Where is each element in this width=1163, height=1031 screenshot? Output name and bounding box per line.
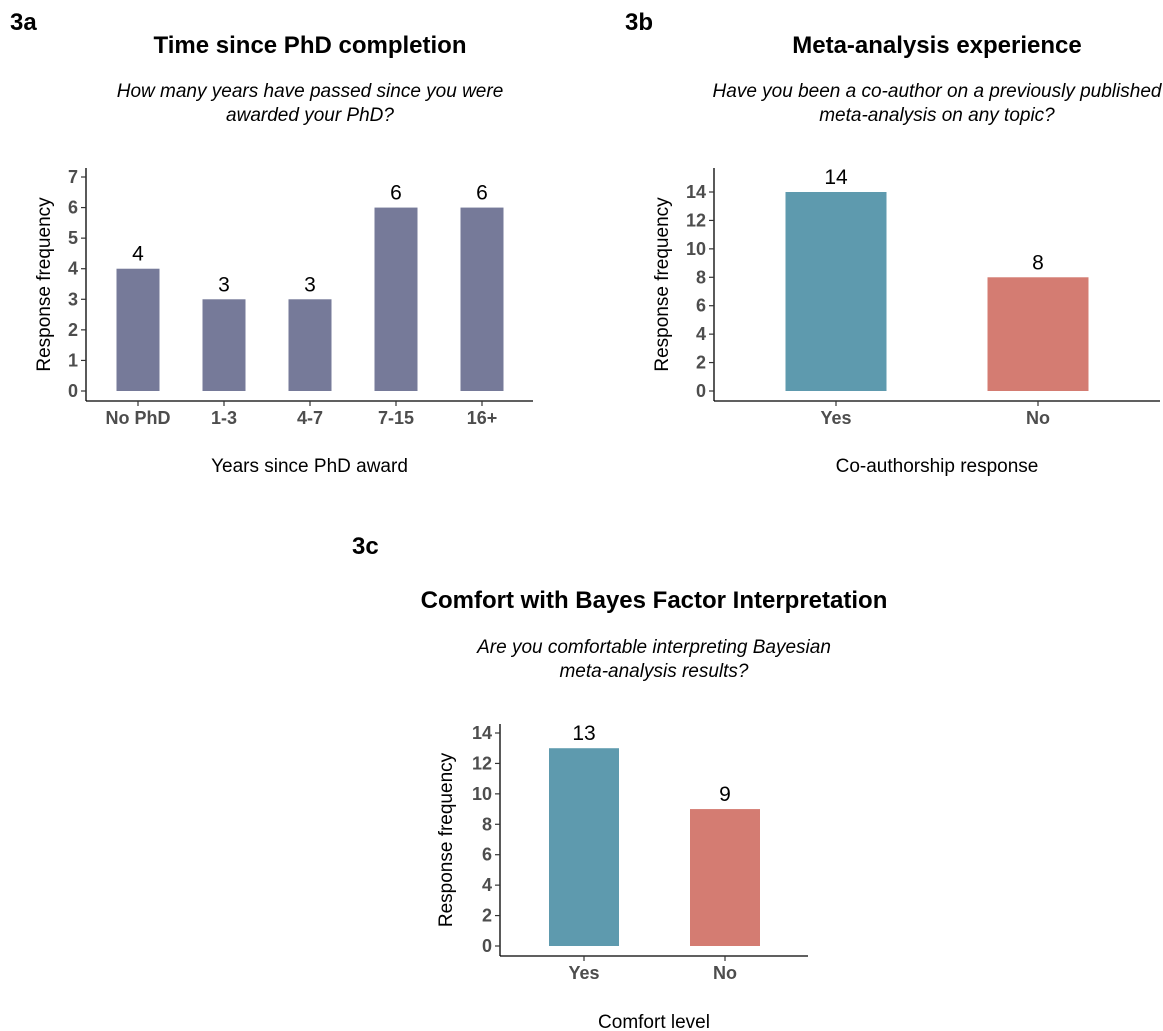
chart-subtitle-line: How many years have passed since you wer… xyxy=(117,81,504,102)
data-label: 13 xyxy=(572,722,595,745)
bar xyxy=(460,207,504,391)
y-tick-label: 6 xyxy=(482,845,492,865)
panel-tag: 3b xyxy=(625,9,653,36)
x-tick-label: 16+ xyxy=(467,408,498,428)
y-axis-label: Response frequency xyxy=(436,752,457,927)
y-tick-label: 4 xyxy=(482,875,492,895)
bar xyxy=(202,299,246,391)
x-tick-label: 4-7 xyxy=(297,408,323,428)
data-label: 3 xyxy=(218,273,230,296)
y-tick-label: 14 xyxy=(472,723,492,743)
chart-title: Comfort with Bayes Factor Interpretation xyxy=(421,587,888,614)
x-tick-label: No xyxy=(1026,408,1050,428)
y-tick-label: 2 xyxy=(696,353,706,373)
data-label: 9 xyxy=(719,783,731,806)
data-label: 4 xyxy=(132,243,144,266)
chart-subtitle-line: meta-analysis results? xyxy=(559,661,748,682)
bar xyxy=(374,207,418,391)
y-tick-label: 10 xyxy=(686,239,706,259)
data-label: 14 xyxy=(824,166,848,189)
y-tick-label: 4 xyxy=(68,259,78,279)
x-tick-label: No xyxy=(713,963,737,983)
y-tick-label: 4 xyxy=(696,324,706,344)
y-tick-label: 6 xyxy=(696,296,706,316)
y-tick-label: 0 xyxy=(68,381,78,401)
y-tick-label: 12 xyxy=(472,753,492,773)
bar xyxy=(288,299,332,391)
y-tick-label: 6 xyxy=(68,198,78,218)
bar xyxy=(987,277,1089,391)
y-axis-label: Response frequency xyxy=(652,197,673,372)
x-tick-label: Yes xyxy=(568,963,599,983)
chart-subtitle-line: Have you been a co-author on a previousl… xyxy=(713,81,1163,102)
y-tick-label: 2 xyxy=(482,906,492,926)
x-tick-label: No PhD xyxy=(106,408,171,428)
x-tick-label: 1-3 xyxy=(211,408,237,428)
chart-title: Time since PhD completion xyxy=(154,32,467,59)
bar xyxy=(116,268,160,391)
x-axis-label: Comfort level xyxy=(598,1012,710,1031)
panel-tag: 3c xyxy=(352,533,379,560)
panel-tag: 3a xyxy=(10,9,37,36)
y-tick-label: 5 xyxy=(68,228,78,248)
y-tick-label: 12 xyxy=(686,210,706,230)
bar xyxy=(690,809,760,946)
bar xyxy=(549,748,619,946)
y-tick-label: 0 xyxy=(482,936,492,956)
chart-title: Meta-analysis experience xyxy=(792,32,1082,59)
x-axis-label: Years since PhD award xyxy=(211,456,408,477)
y-tick-label: 2 xyxy=(68,320,78,340)
y-tick-label: 8 xyxy=(696,267,706,287)
data-label: 3 xyxy=(304,273,316,296)
chart-subtitle-line: Are you comfortable interpreting Bayesia… xyxy=(476,637,831,658)
y-tick-label: 10 xyxy=(472,784,492,804)
chart-subtitle-line: meta-analysis on any topic? xyxy=(819,105,1055,126)
y-tick-label: 7 xyxy=(68,167,78,187)
y-tick-label: 1 xyxy=(68,350,78,370)
y-tick-label: 14 xyxy=(686,182,706,202)
y-axis-label: Response frequency xyxy=(34,197,55,372)
panel-3b: 3b Meta-analysis experience Have you been … xyxy=(625,9,1163,477)
panel-3c: 3c Comfort with Bayes Factor Interpretati… xyxy=(352,533,887,1031)
x-axis-label: Co-authorship response xyxy=(836,456,1039,477)
data-label: 6 xyxy=(476,182,488,205)
data-label: 8 xyxy=(1032,251,1044,274)
y-tick-label: 8 xyxy=(482,814,492,834)
chart-subtitle-line: awarded your PhD? xyxy=(226,105,394,126)
x-tick-label: Yes xyxy=(820,408,851,428)
bar xyxy=(785,192,887,391)
data-label: 6 xyxy=(390,182,402,205)
panel-3a: 3a Time since PhD completion How many year… xyxy=(10,9,533,477)
x-tick-label: 7-15 xyxy=(378,408,414,428)
y-tick-label: 3 xyxy=(68,289,78,309)
y-tick-label: 0 xyxy=(696,381,706,401)
